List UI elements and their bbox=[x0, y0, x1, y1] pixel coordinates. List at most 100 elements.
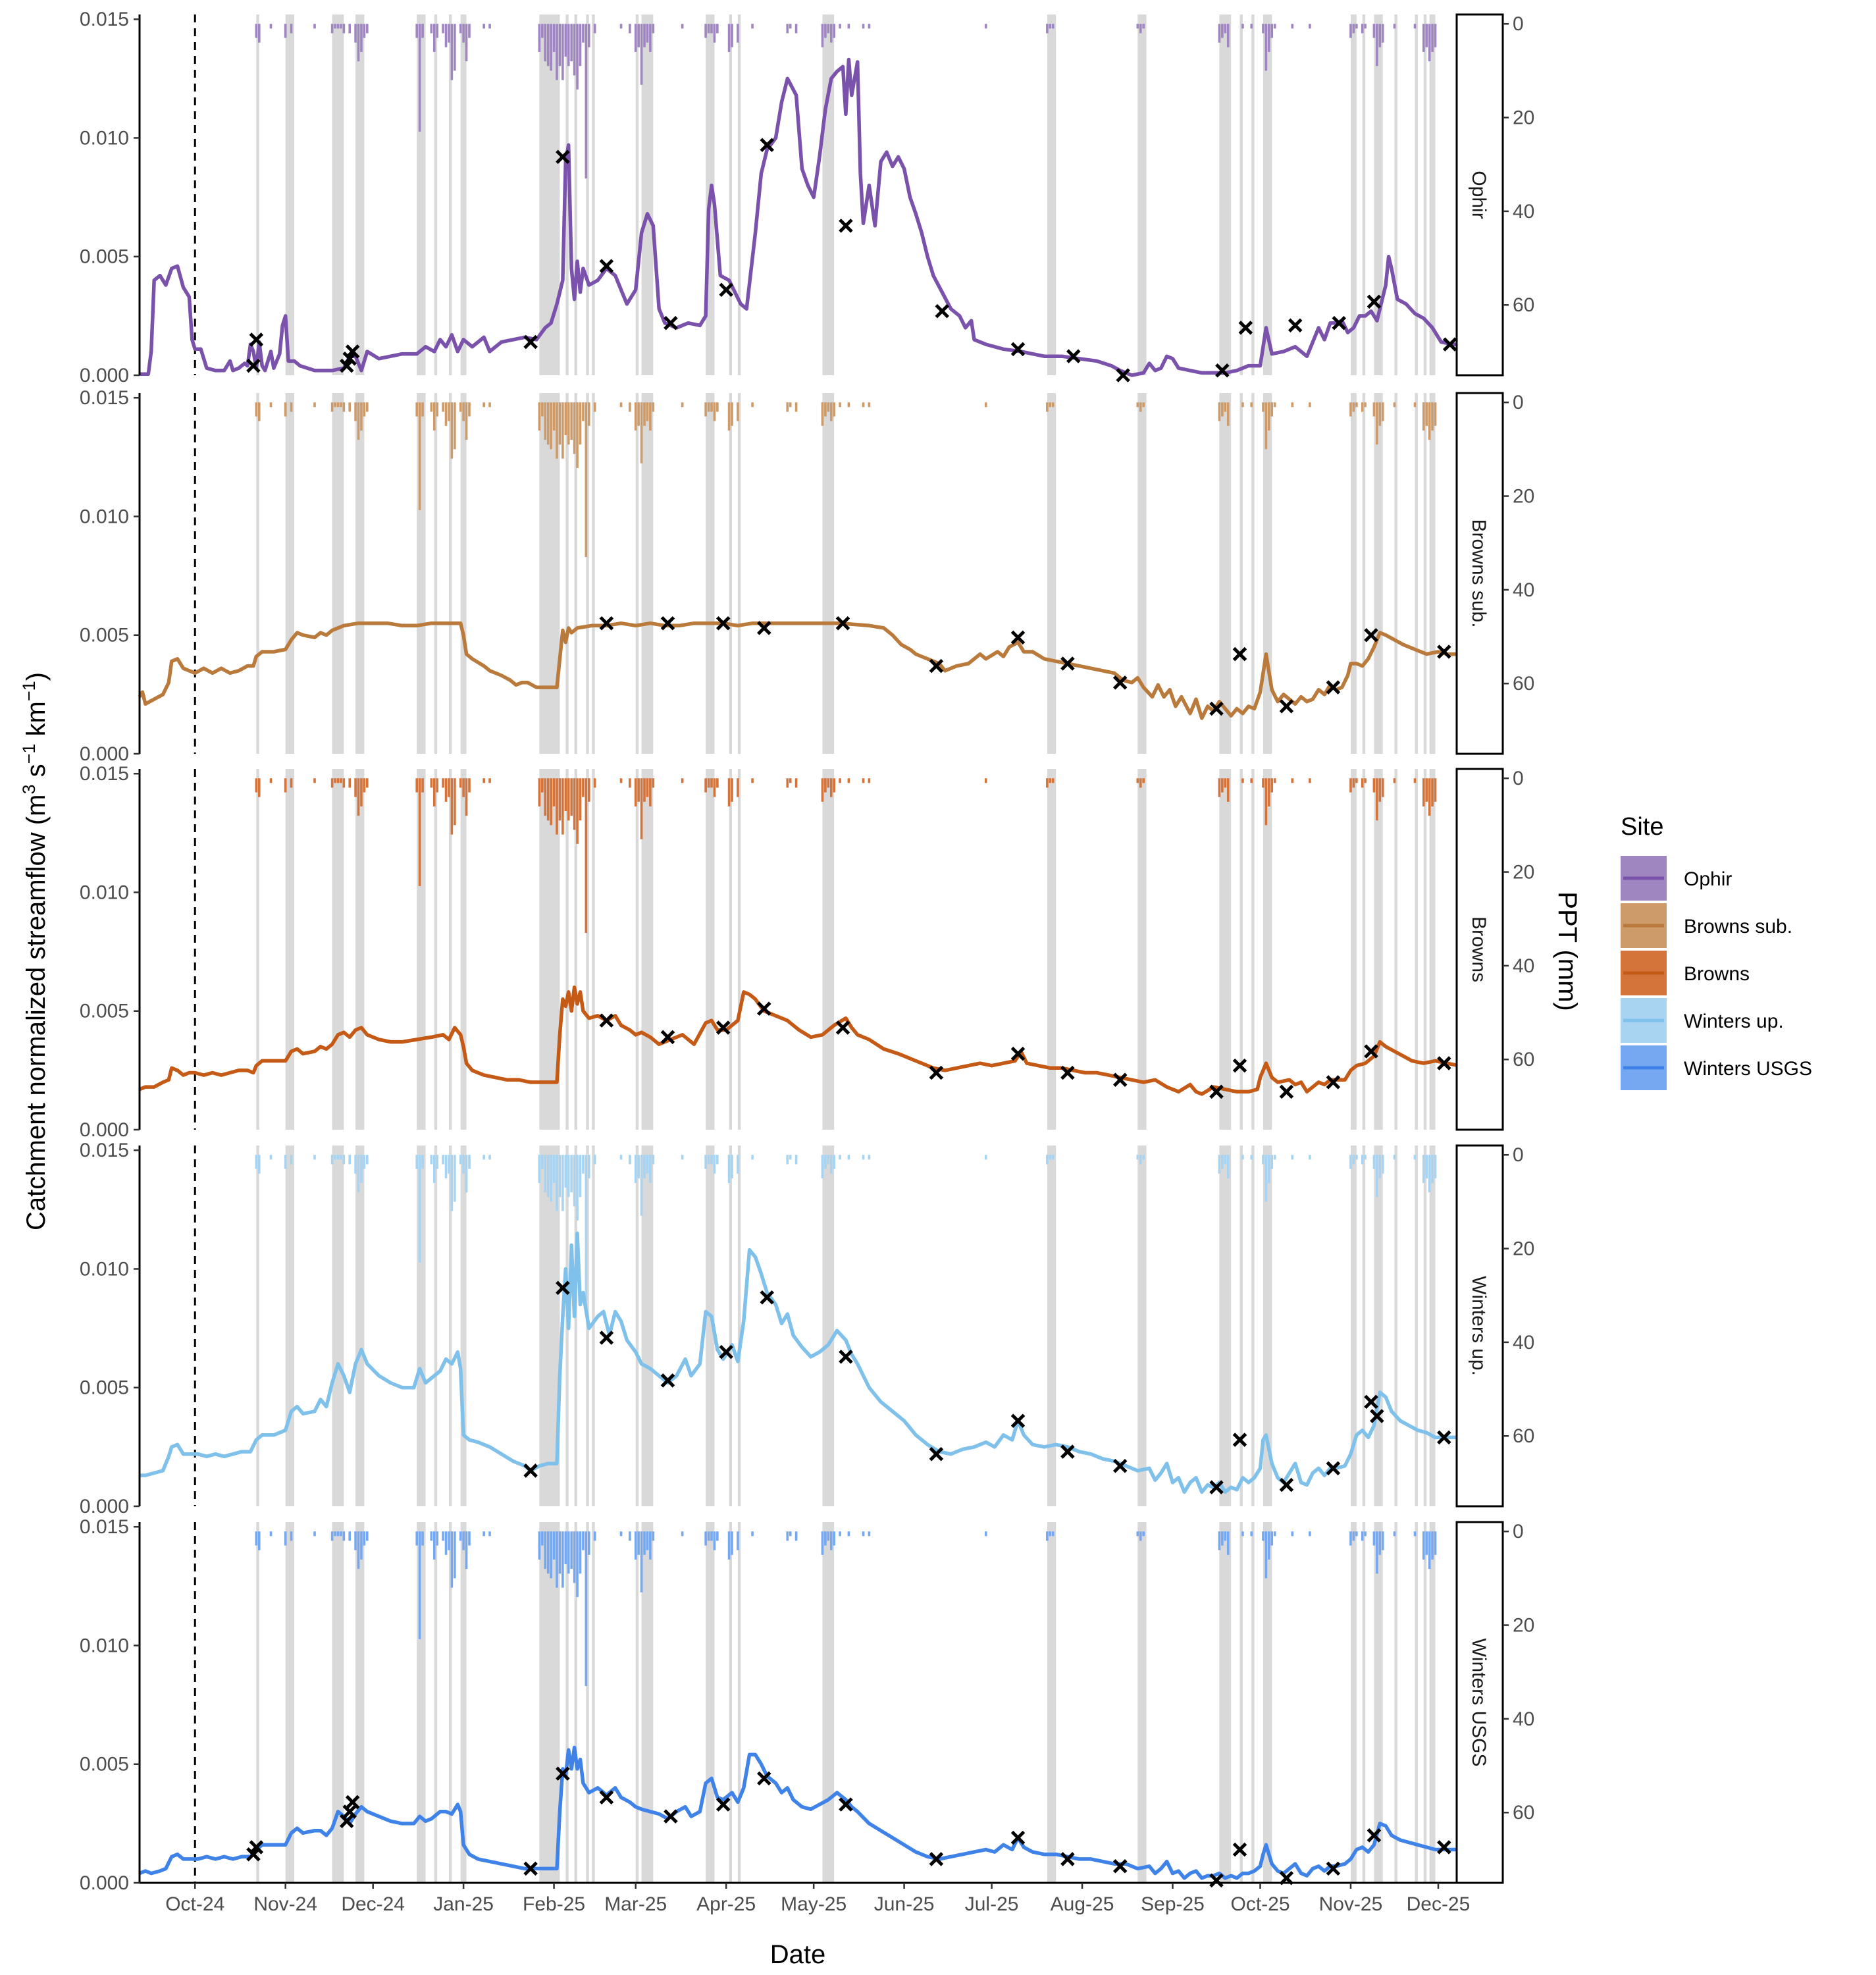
precipitation-bar bbox=[829, 402, 833, 421]
precipitation-bar bbox=[681, 402, 684, 408]
precipitation-bar bbox=[564, 402, 567, 436]
sample-marker bbox=[716, 1797, 731, 1812]
precipitation-bar bbox=[360, 778, 363, 806]
precipitation-bar bbox=[847, 24, 850, 29]
precipitation-bar bbox=[1264, 24, 1268, 71]
sample-marker-stroke bbox=[719, 1344, 733, 1359]
precipitation-bar bbox=[284, 1155, 287, 1169]
precipitation-bar bbox=[640, 778, 643, 839]
precipitation-bar bbox=[710, 1155, 713, 1165]
precipitation-bar bbox=[1226, 778, 1230, 802]
storm-period-band bbox=[355, 14, 365, 375]
storm-period-band bbox=[1219, 14, 1232, 375]
sample-marker-stroke bbox=[935, 303, 950, 319]
precipitation-bar bbox=[363, 1155, 366, 1169]
precipitation-bar bbox=[450, 778, 454, 835]
left-tick-label: 0.005 bbox=[80, 246, 129, 268]
precipitation-bar bbox=[1352, 1155, 1355, 1165]
sample-marker-stroke bbox=[929, 1852, 944, 1866]
precipitation-bar bbox=[1428, 402, 1431, 440]
left-tick-label: 0.005 bbox=[80, 1377, 129, 1399]
sample-marker bbox=[1209, 1084, 1224, 1099]
precipitation-bar bbox=[541, 1155, 544, 1169]
storm-period-band bbox=[1350, 1522, 1357, 1883]
precipitation-bar bbox=[1425, 1531, 1428, 1555]
precipitation-bar bbox=[824, 778, 827, 793]
precipitation-bar bbox=[432, 24, 436, 52]
precipitation-bar bbox=[488, 778, 491, 783]
storm-period-band bbox=[1239, 14, 1243, 375]
precipitation-bar bbox=[336, 1155, 340, 1160]
y-axis-title-left: Catchment normalized streamflow (m3 s−1 … bbox=[19, 672, 51, 1230]
storm-period-band bbox=[1219, 1522, 1232, 1883]
precipitation-bar bbox=[550, 24, 552, 71]
precipitation-bar bbox=[727, 402, 731, 431]
precipitation-bar bbox=[1250, 1531, 1253, 1537]
sample-marker bbox=[342, 1804, 357, 1819]
precipitation-bar bbox=[786, 778, 789, 788]
precipitation-bar bbox=[462, 24, 465, 43]
precipitation-bar bbox=[984, 24, 987, 29]
precipitation-bar bbox=[1264, 1155, 1268, 1202]
sample-marker bbox=[556, 149, 570, 165]
sample-marker bbox=[1437, 1430, 1451, 1445]
x-axis-title: Date bbox=[770, 1940, 826, 1969]
precipitation-bar bbox=[1270, 1531, 1274, 1546]
precipitation-bar bbox=[430, 24, 433, 34]
precipitation-bar bbox=[713, 402, 716, 421]
precipitation-bar bbox=[1221, 1531, 1224, 1546]
sample-marker bbox=[1326, 1461, 1341, 1476]
left-tick-label: 0.000 bbox=[80, 1119, 129, 1141]
storm-period-band bbox=[434, 1146, 438, 1506]
sample-marker-stroke bbox=[1367, 1828, 1382, 1843]
storm-period-band bbox=[1239, 1522, 1243, 1883]
precipitation-bar bbox=[634, 1531, 637, 1560]
precipitation-bar bbox=[1136, 402, 1139, 408]
sample-marker-stroke bbox=[757, 621, 771, 635]
precipitation-bar bbox=[629, 1155, 631, 1165]
precipitation-bar bbox=[1241, 24, 1244, 29]
sample-marker bbox=[1437, 645, 1451, 659]
precipitation-bar bbox=[354, 778, 357, 797]
sample-marker bbox=[249, 1840, 264, 1855]
precipitation-bar bbox=[1378, 24, 1382, 47]
precipitation-bar bbox=[468, 1531, 471, 1546]
precipitation-bar bbox=[1352, 1531, 1355, 1541]
precipitation-bar bbox=[1413, 24, 1417, 29]
sample-marker-stroke bbox=[1209, 1084, 1224, 1099]
facet-strip-ophir bbox=[1455, 13, 1504, 377]
sample-marker bbox=[664, 1809, 678, 1824]
sample-marker-stroke bbox=[1326, 1461, 1341, 1476]
storm-period-band bbox=[417, 14, 426, 375]
precipitation-bar bbox=[582, 24, 585, 43]
precipitation-bar bbox=[984, 1531, 987, 1537]
precipitation-bar bbox=[839, 24, 841, 29]
precipitation-bar bbox=[1241, 778, 1244, 783]
precipitation-bar bbox=[340, 778, 342, 783]
sample-marker-stroke bbox=[929, 658, 944, 673]
panel-browns-sub: 0.000 0.005 0.010 0.015 Browns sub. 0 20 40 60 bbox=[80, 387, 1534, 765]
precipitation-bar bbox=[652, 1155, 655, 1165]
precipitation-bar bbox=[313, 402, 316, 408]
panel-browns: 0.000 0.005 0.010 0.015 Browns 0 20 40 60 bbox=[80, 763, 1534, 1141]
sample-marker bbox=[1364, 1394, 1378, 1409]
precipitation-bar bbox=[564, 24, 567, 57]
precipitation-bar bbox=[1218, 1531, 1221, 1550]
sample-marker bbox=[660, 1030, 675, 1045]
sample-marker bbox=[340, 1814, 354, 1829]
precipitation-bar bbox=[1262, 24, 1264, 34]
precipitation-bar bbox=[459, 1531, 462, 1541]
x-tick-label: Apr-25 bbox=[696, 1893, 756, 1915]
precipitation-bar bbox=[1434, 402, 1437, 426]
precipitation-bar bbox=[1378, 1531, 1382, 1555]
precipitation-bar bbox=[789, 402, 792, 408]
precipitation-bar bbox=[348, 24, 352, 34]
sample-marker-stroke bbox=[1112, 675, 1128, 690]
precipitation-bar bbox=[360, 402, 363, 431]
storm-period-band bbox=[434, 1522, 438, 1883]
precipitation-bar bbox=[255, 24, 258, 38]
precipitation-bar bbox=[415, 1155, 418, 1169]
sample-marker-stroke bbox=[1232, 1058, 1247, 1073]
sample-marker-stroke bbox=[1116, 368, 1130, 382]
precipitation-bar bbox=[652, 778, 655, 788]
